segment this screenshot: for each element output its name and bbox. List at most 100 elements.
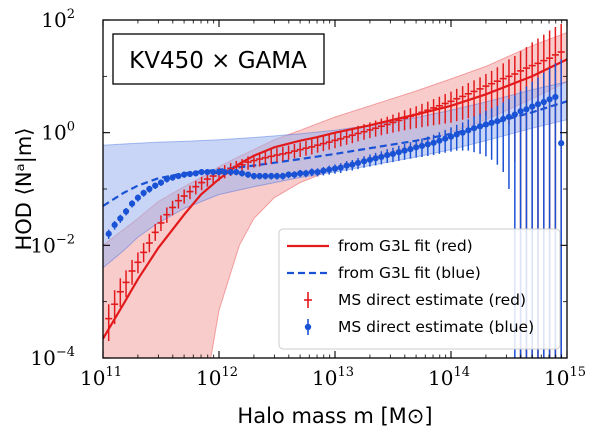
red-data-point bbox=[314, 137, 322, 153]
blue-data-point bbox=[354, 158, 362, 170]
red-data-point bbox=[470, 80, 478, 117]
red-data-point bbox=[302, 141, 310, 156]
legend-label: MS direct estimate (red) bbox=[338, 291, 526, 309]
red-data-point bbox=[238, 159, 246, 173]
blue-data-point bbox=[186, 170, 194, 178]
blue-data-point bbox=[430, 134, 437, 156]
red-data-point bbox=[261, 151, 269, 165]
legend-frame bbox=[278, 228, 561, 350]
blue-data-point bbox=[378, 151, 385, 165]
blue-data-point bbox=[436, 132, 443, 154]
red-data-point bbox=[267, 149, 275, 164]
blue-data-point bbox=[424, 136, 431, 157]
blue-data-point bbox=[233, 168, 240, 176]
blue-data-point bbox=[488, 108, 495, 160]
red-data-point bbox=[256, 152, 264, 167]
x-axis-title: Halo mass m [M⊙] bbox=[237, 404, 432, 428]
legend-swatch-red-points bbox=[304, 292, 312, 308]
blue-data-point bbox=[500, 102, 507, 173]
blue-data-point bbox=[117, 214, 124, 223]
red-data-point bbox=[395, 112, 403, 132]
blue-data-point bbox=[169, 174, 176, 181]
blue-data-point bbox=[215, 168, 223, 176]
red-data-point bbox=[366, 122, 374, 139]
red-data-point bbox=[116, 278, 124, 308]
red-data-point bbox=[250, 154, 258, 168]
red-data-point bbox=[447, 91, 455, 123]
blue-data-point bbox=[465, 119, 472, 151]
blue-data-point bbox=[302, 169, 310, 178]
blue-data-point bbox=[558, 59, 565, 358]
red-data-point bbox=[145, 233, 153, 253]
red-data-point bbox=[418, 103, 426, 128]
blue-data-point bbox=[210, 168, 217, 176]
blue-data-point bbox=[268, 172, 275, 180]
red-data-point bbox=[331, 132, 339, 149]
blue-data-point bbox=[152, 182, 159, 189]
red-data-point bbox=[296, 142, 304, 157]
red-data-point bbox=[389, 114, 397, 133]
blue-data-point bbox=[256, 172, 263, 180]
red-data-point bbox=[435, 96, 443, 125]
red-data-point bbox=[348, 127, 356, 144]
blue-data-point bbox=[366, 154, 374, 167]
red-data-point bbox=[401, 110, 409, 131]
blue-data-point bbox=[157, 179, 165, 187]
y-tick-label: 10−2 bbox=[30, 232, 75, 257]
legend-label: from G3L fit (blue) bbox=[338, 264, 481, 282]
legend-label: MS direct estimate (blue) bbox=[338, 318, 534, 336]
blue-data-point bbox=[285, 171, 292, 179]
blue-data-point bbox=[447, 127, 455, 152]
blue-data-point bbox=[459, 122, 466, 151]
blue-data-point bbox=[331, 164, 339, 174]
red-data-point bbox=[459, 86, 467, 120]
legend-label: from G3L fit (red) bbox=[338, 237, 473, 255]
blue-data-point bbox=[442, 129, 449, 153]
blue-data-point bbox=[175, 172, 182, 180]
red-data-point bbox=[377, 118, 385, 136]
y-axis-title: HOD ⟨Nᵃ|m⟩ bbox=[12, 127, 37, 250]
blue-data-point bbox=[273, 172, 281, 180]
red-data-point bbox=[140, 243, 148, 263]
blue-data-point bbox=[482, 111, 490, 157]
blue-data-point bbox=[360, 156, 368, 168]
chart-title: KV450 × GAMA bbox=[129, 48, 307, 74]
red-data-point bbox=[174, 193, 182, 209]
blue-data-point bbox=[384, 149, 391, 163]
blue-data-point bbox=[227, 168, 234, 176]
blue-data-point bbox=[111, 221, 118, 230]
red-data-point bbox=[105, 304, 113, 342]
data-points bbox=[105, 23, 565, 358]
red-data-point bbox=[482, 74, 490, 116]
blue-data-point bbox=[262, 172, 269, 180]
red-data-point bbox=[111, 290, 119, 325]
blue-data-point bbox=[343, 161, 350, 172]
blue-data-point bbox=[314, 168, 321, 177]
y-tick-label: 102 bbox=[41, 7, 75, 32]
blue-data-point bbox=[308, 168, 315, 177]
blue-data-point bbox=[349, 160, 356, 171]
red-data-point bbox=[279, 146, 287, 162]
legend: from G3L fit (red) from G3L fit (blue) M… bbox=[278, 228, 561, 350]
blue-data-point bbox=[204, 168, 211, 176]
blue-data-point bbox=[320, 166, 327, 176]
blue-data-point bbox=[476, 113, 484, 154]
red-data-point bbox=[290, 143, 298, 159]
blue-data-point bbox=[128, 200, 136, 208]
red-data-point bbox=[203, 173, 211, 187]
blue-data-point bbox=[418, 138, 426, 157]
red-data-point bbox=[180, 189, 188, 204]
blue-data-point bbox=[250, 172, 258, 180]
red-data-point bbox=[430, 99, 438, 126]
blue-data-point bbox=[326, 165, 333, 175]
red-data-point bbox=[453, 88, 461, 122]
red-data-point bbox=[441, 94, 449, 124]
red-data-point bbox=[151, 223, 159, 241]
blue-data-point bbox=[389, 147, 397, 163]
blue-data-point bbox=[122, 207, 130, 216]
blue-data-point bbox=[407, 142, 414, 159]
red-data-point bbox=[343, 129, 351, 145]
blue-data-point bbox=[163, 175, 170, 183]
blue-data-point bbox=[244, 171, 252, 178]
